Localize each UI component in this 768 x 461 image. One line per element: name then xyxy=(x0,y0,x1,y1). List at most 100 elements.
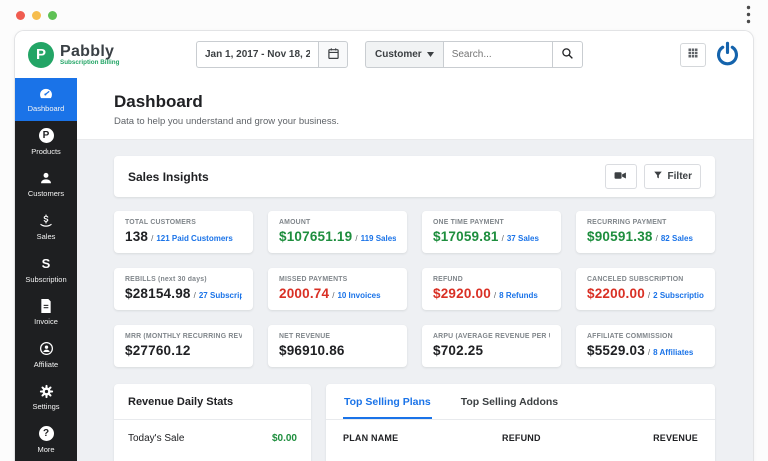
brand-tagline: Subscription Billing xyxy=(60,58,120,66)
stat-sub-link[interactable]: 82 Sales xyxy=(660,234,693,243)
stat-sub-link[interactable]: 8 Refunds xyxy=(499,291,538,300)
stat-card-amount: AMOUNT $107651.19 / 119 Sales xyxy=(268,211,407,253)
power-icon xyxy=(715,41,740,69)
stat-sub-link[interactable]: 8 Affiliates xyxy=(653,348,694,357)
logout-power-button[interactable] xyxy=(715,41,740,69)
filter-funnel-icon xyxy=(653,170,663,183)
page-header: Dashboard Data to help you understand an… xyxy=(77,78,753,140)
help-more-icon: ? xyxy=(38,426,54,442)
sidebar-item-label: Affiliate xyxy=(33,359,59,369)
stat-label: AMOUNT xyxy=(279,219,311,226)
tab-top-selling-addons[interactable]: Top Selling Addons xyxy=(460,396,559,408)
tab-top-selling-plans[interactable]: Top Selling Plans xyxy=(343,384,432,419)
stat-separator: / xyxy=(355,234,358,243)
sales-insights-title: Sales Insights xyxy=(128,169,209,184)
stat-value: $702.25 xyxy=(433,343,484,358)
sidebar-item-more[interactable]: ? More xyxy=(15,419,77,461)
page-subtitle: Data to help you understand and grow you… xyxy=(114,116,339,127)
window-traffic-lights xyxy=(16,11,57,20)
sidebar-item-products[interactable]: P Products xyxy=(15,121,77,164)
stat-card-one-time-payment: ONE TIME PAYMENT $17059.81 / 37 Sales xyxy=(422,211,561,253)
stat-label: RECURRING PAYMENT xyxy=(587,219,667,226)
sidebar-item-label: Settings xyxy=(32,402,60,412)
stat-card-canceled-subscription: CANCELED SUBSCRIPTION $2200.00 / 2 Subsc… xyxy=(576,268,715,310)
kebab-menu-icon[interactable] xyxy=(746,5,751,29)
sidebar-item-customers[interactable]: Customers xyxy=(15,163,77,206)
sidebar-item-affiliate[interactable]: Affiliate xyxy=(15,333,77,376)
stat-label: MISSED PAYMENTS xyxy=(279,276,348,283)
stat-label: CANCELED SUBSCRIPTION xyxy=(587,276,684,283)
sidebar-item-dashboard[interactable]: Dashboard xyxy=(15,78,77,121)
search-icon xyxy=(561,47,574,63)
stat-value: $17059.81 xyxy=(433,229,499,244)
stat-card-affiliate-commission: AFFILIATE COMMISSION $5529.03 / 8 Affili… xyxy=(576,325,715,367)
video-camera-icon xyxy=(614,170,627,184)
revenue-daily-stats-panel: Revenue Daily Stats Today's Sale $0.00 xyxy=(114,384,311,461)
sidebar-item-label: Customers xyxy=(27,189,65,199)
stat-value: $107651.19 xyxy=(279,229,353,244)
customers-icon xyxy=(39,170,53,186)
stat-value: $2920.00 xyxy=(433,286,491,301)
apps-grid-icon xyxy=(687,47,699,62)
stat-label: TOTAL CUSTOMERS xyxy=(125,219,197,226)
column-revenue: REVENUE xyxy=(653,433,698,443)
dashboard-icon xyxy=(38,85,54,101)
stat-sub-link[interactable]: 37 Sales xyxy=(506,234,539,243)
stat-value: $90591.38 xyxy=(587,229,653,244)
todays-sale-label: Today's Sale xyxy=(128,433,185,444)
stat-value: $96910.86 xyxy=(279,343,345,358)
close-window-button[interactable] xyxy=(16,11,25,20)
stat-separator: / xyxy=(647,291,651,300)
stat-label: REBILLS (next 30 days) xyxy=(125,276,207,283)
calendar-button[interactable] xyxy=(318,41,348,68)
sidebar-item-label: More xyxy=(37,444,55,454)
stat-sub-link[interactable]: 119 Sales xyxy=(360,234,396,243)
sales-icon xyxy=(39,213,53,229)
search-input[interactable] xyxy=(442,41,553,68)
subscription-icon: S xyxy=(41,255,51,271)
sidebar-item-settings[interactable]: Settings xyxy=(15,376,77,419)
sidebar-item-label: Invoice xyxy=(34,317,58,327)
affiliate-icon xyxy=(39,341,54,357)
stat-card-total-customers: TOTAL CUSTOMERS 138 / 121 Paid Customers xyxy=(114,211,253,253)
stat-separator: / xyxy=(151,234,154,243)
date-range-group xyxy=(196,41,348,68)
sidebar-item-sales[interactable]: Sales xyxy=(15,206,77,249)
sidebar-item-label: Sales xyxy=(36,231,56,241)
sidebar-item-invoice[interactable]: Invoice xyxy=(15,291,77,334)
stat-separator: / xyxy=(332,291,335,300)
stat-separator: / xyxy=(655,234,658,243)
stat-sub-link[interactable]: 2 Subscriptions xyxy=(653,291,704,300)
sidebar: Dashboard P Products Customers Sales S xyxy=(15,78,77,461)
brand-logo[interactable]: P Pabbly Subscription Billing xyxy=(28,41,196,68)
apps-grid-button[interactable] xyxy=(680,42,706,67)
stat-card-missed-payments: MISSED PAYMENTS 2000.74 / 10 Invoices xyxy=(268,268,407,310)
main-content: Dashboard Data to help you understand an… xyxy=(77,78,753,461)
maximize-window-button[interactable] xyxy=(48,11,57,20)
revenue-daily-stats-row: Today's Sale $0.00 xyxy=(114,420,311,457)
stat-value: $2200.00 xyxy=(587,286,645,301)
sales-insights-stats-grid: TOTAL CUSTOMERS 138 / 121 Paid Customers… xyxy=(114,211,715,367)
stat-value: $27760.12 xyxy=(125,343,191,358)
chevron-down-icon xyxy=(426,52,434,57)
search-scope-dropdown[interactable]: Customer xyxy=(365,41,443,68)
top-selling-panel: Top Selling Plans Top Selling Addons PLA… xyxy=(326,384,715,461)
video-help-button[interactable] xyxy=(604,164,637,189)
search-button[interactable] xyxy=(552,41,583,68)
stat-value: 138 xyxy=(125,229,149,244)
top-selling-table-header: PLAN NAME REFUND REVENUE xyxy=(326,420,715,456)
filter-button-label: Filter xyxy=(667,171,692,182)
stat-sub-link[interactable]: 27 Subscriptions xyxy=(198,291,242,300)
date-range-input[interactable] xyxy=(196,41,318,68)
revenue-daily-stats-title: Revenue Daily Stats xyxy=(114,384,311,420)
pabbly-logo-icon: P xyxy=(28,41,54,68)
minimize-window-button[interactable] xyxy=(32,11,41,20)
stat-value: $28154.98 xyxy=(125,286,191,301)
stat-sub-link[interactable]: 10 Invoices xyxy=(337,291,381,300)
filter-button[interactable]: Filter xyxy=(643,164,701,189)
sidebar-item-subscription[interactable]: S Subscription xyxy=(15,248,77,291)
stat-separator: / xyxy=(647,348,651,357)
stat-sub-link[interactable]: 121 Paid Customers xyxy=(156,234,233,243)
column-plan-name: PLAN NAME xyxy=(343,433,399,443)
app-window: P Pabbly Subscription Billing Customer xyxy=(14,30,754,461)
